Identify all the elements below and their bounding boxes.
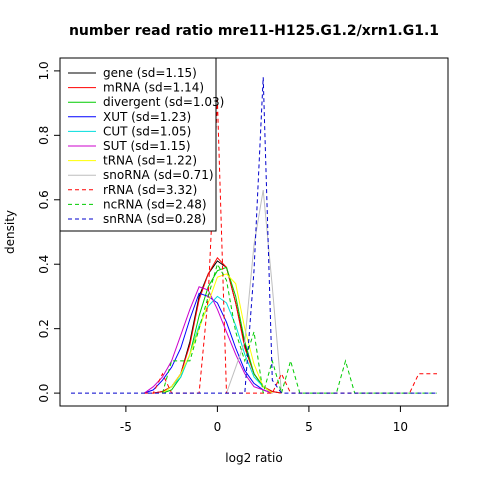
- y-tick-label: 1.0: [37, 61, 51, 80]
- plot-frame: [59, 57, 449, 407]
- series-line-0: [153, 260, 282, 394]
- y-axis-label: density: [3, 210, 17, 254]
- legend: gene (sd=1.15)mRNA (sd=1.14)divergent (s…: [59, 57, 224, 232]
- legend-label-2: divergent (sd=1.03): [103, 95, 224, 109]
- chart-title: number read ratio mre11-H125.G1.2/xrn1.G…: [69, 23, 439, 39]
- y-tick-label: 0.8: [37, 126, 51, 145]
- legend-label-8: rRNA (sd=3.32): [103, 183, 197, 197]
- legend-label-3: XUT (sd=1.23): [103, 110, 191, 124]
- y-tick-label: 0.6: [37, 190, 51, 209]
- legend-label-5: SUT (sd=1.15): [103, 139, 191, 153]
- x-axis: -5 0 5 10: [120, 406, 408, 434]
- x-tick-label: -5: [120, 420, 132, 434]
- y-tick-label: 0.0: [37, 384, 51, 403]
- x-axis-label: log2 ratio: [225, 451, 282, 465]
- legend-label-7: snoRNA (sd=0.71): [103, 168, 214, 182]
- x-tick-label: 10: [393, 420, 408, 434]
- series-line-3: [144, 292, 273, 394]
- series-line-9: [162, 262, 437, 395]
- series-line-2: [162, 266, 273, 394]
- legend-label-9: ncRNA (sd=2.48): [103, 197, 207, 211]
- y-tick-label: 0.4: [37, 255, 51, 274]
- x-tick-label: 0: [214, 420, 222, 434]
- legend-box: [59, 57, 217, 232]
- legend-label-4: CUT (sd=1.05): [103, 124, 191, 138]
- y-axis: 0.0 0.2 0.4 0.6 0.8 1.0: [37, 61, 60, 403]
- legend-label-10: snRNA (sd=0.28): [103, 212, 206, 226]
- series-line-4: [162, 295, 273, 394]
- legend-label-6: tRNA (sd=1.22): [103, 154, 197, 168]
- series-lines: [71, 77, 437, 395]
- x-tick-label: 5: [305, 420, 313, 434]
- y-tick-label: 0.2: [37, 319, 51, 338]
- legend-label-0: gene (sd=1.15): [103, 66, 197, 80]
- legend-label-1: mRNA (sd=1.14): [103, 81, 204, 95]
- series-line-10: [71, 77, 437, 394]
- series-line-7: [226, 190, 282, 394]
- series-line-6: [162, 273, 273, 394]
